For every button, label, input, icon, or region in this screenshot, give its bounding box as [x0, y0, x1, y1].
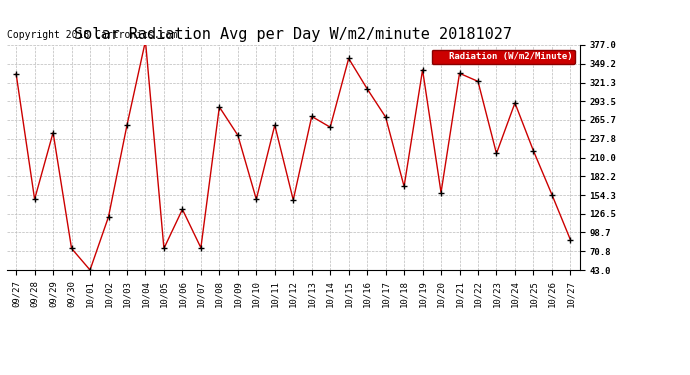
- Text: Copyright 2018 Cartronics.com: Copyright 2018 Cartronics.com: [7, 30, 177, 40]
- Title: Solar Radiation Avg per Day W/m2/minute 20181027: Solar Radiation Avg per Day W/m2/minute …: [75, 27, 512, 42]
- Legend: Radiation (W/m2/Minute): Radiation (W/m2/Minute): [432, 50, 575, 64]
